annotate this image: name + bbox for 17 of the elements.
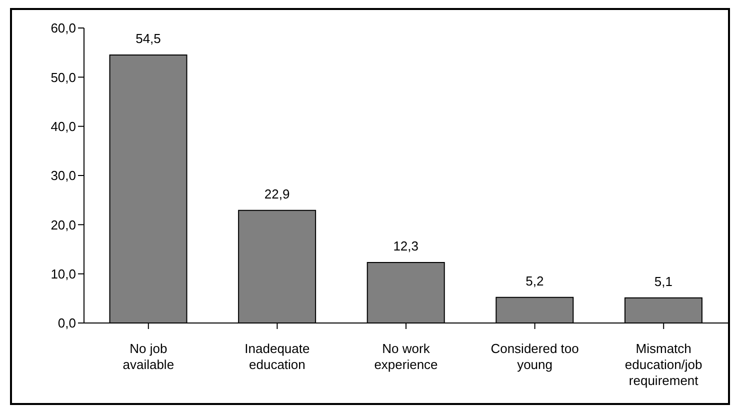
x-tick-label: Mismatch education/job requirement: [624, 341, 702, 388]
x-tick-label: Inadequate education: [244, 341, 310, 372]
y-tick-label: 30,0: [50, 168, 76, 184]
data-label: 12,3: [393, 238, 419, 254]
x-tick-label: No job available: [122, 341, 174, 372]
data-label: 54,5: [136, 31, 161, 46]
data-label: 5,1: [654, 274, 672, 289]
y-tick-label: 60,0: [50, 20, 76, 36]
y-tick-label: 20,0: [50, 217, 76, 232]
y-tick-label: 0,0: [58, 316, 76, 331]
y-tick-label: 40,0: [50, 118, 76, 134]
data-label: 5,2: [526, 273, 544, 288]
data-label: 22,9: [264, 186, 290, 202]
x-tick-label: No work experience: [374, 341, 438, 372]
x-tick-label: Considered too young: [490, 341, 579, 372]
y-tick-label: 10,0: [50, 266, 76, 282]
y-tick-label: 50,0: [50, 70, 76, 85]
